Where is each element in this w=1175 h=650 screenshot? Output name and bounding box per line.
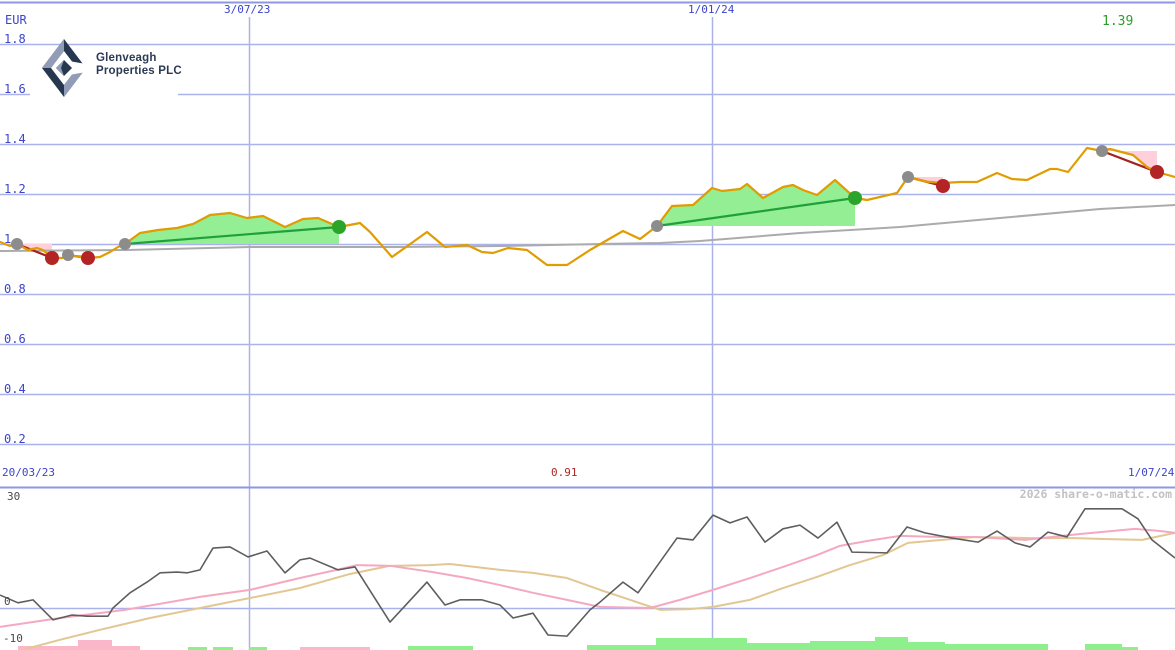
y-tick-1-0: 1: [4, 232, 12, 246]
histogram-bar-pink: [300, 647, 370, 650]
x-tick-date-1: 3/07/23: [224, 3, 271, 16]
histogram-bar-green: [1085, 644, 1122, 650]
y-tick-1-2: 1.2: [4, 182, 26, 196]
trend-start-dot: [1096, 145, 1108, 157]
y-tick-1-4: 1.4: [4, 132, 26, 146]
lower-x-tick-date-1: 20/03/23: [2, 466, 55, 479]
watermark: 2026 share-o-matic.com: [1019, 487, 1172, 501]
trend-end-dot-down: [936, 179, 950, 193]
price-line: [0, 146, 1175, 267]
y-tick-0-4: 0.4: [4, 382, 26, 396]
trend-end-dot-down: [81, 251, 95, 265]
trend-end-dot-down: [45, 251, 59, 265]
trend-end-dot-down: [1150, 165, 1164, 179]
histogram-bar-green: [213, 647, 233, 650]
y-tick-0-8: 0.8: [4, 282, 26, 296]
histogram-bar-green: [408, 646, 473, 650]
y-tick-1-6: 1.6: [4, 82, 26, 96]
histogram-bar-pink: [78, 640, 112, 650]
lower-y-tick-30: 30: [7, 490, 21, 503]
company-name-line2: Properties PLC: [96, 65, 182, 77]
histogram-bar-pink: [18, 646, 78, 650]
oscillator-line-group: [0, 508, 1175, 637]
last-price-label: 1.39: [1102, 14, 1134, 29]
signal-fast-line: [0, 527, 1175, 628]
histogram-bar-green: [188, 647, 207, 650]
y-tick-1-8: 1.8: [4, 32, 26, 46]
y-tick-0-6: 0.6: [4, 332, 26, 346]
trend-start-dot: [651, 220, 663, 232]
y-tick-0-2: 0.2: [4, 432, 26, 446]
trend-start-dot: [62, 249, 74, 261]
lower-y-tick-0: 0: [4, 595, 11, 608]
price-series: [0, 146, 1175, 267]
histogram-bar-green: [249, 647, 267, 650]
signal-fast-line-group: [0, 527, 1175, 628]
company-name: Glenveagh Properties PLC: [96, 52, 182, 78]
trend-start-dot: [119, 238, 131, 250]
trend-fill-areas: [17, 149, 1157, 258]
currency-label: EUR: [5, 13, 27, 27]
histogram-bar-green: [656, 638, 747, 650]
uptrend-fill: [125, 213, 339, 244]
uptrend-line: [656, 196, 856, 228]
histogram-bar-green: [587, 645, 656, 650]
lower-x-tick-date-2: 1/07/24: [1128, 466, 1175, 479]
trend-start-dot: [11, 238, 23, 250]
trend-end-dot-up: [848, 191, 862, 205]
trend-start-dot: [902, 171, 914, 183]
trend-markers: [11, 145, 1164, 265]
trend-end-dot-up: [332, 220, 346, 234]
histogram-bar-green: [908, 642, 945, 650]
histogram-bar-green: [1122, 647, 1138, 650]
oscillator-line: [0, 508, 1175, 637]
downtrend-fill: [1102, 149, 1157, 172]
lower-y-tick-neg10: -10: [3, 632, 23, 645]
histogram-bar-pink: [112, 646, 140, 650]
histogram-bar-green: [747, 643, 810, 650]
signal-slow-line: [24, 531, 1175, 650]
volume-histogram: [18, 637, 1138, 650]
histogram-bar-green: [810, 641, 875, 650]
histogram-bar-green: [945, 644, 1048, 650]
moving-average-line: [0, 204, 1175, 252]
glenveagh-logo-icon: [42, 39, 86, 97]
moving-average: [0, 204, 1175, 252]
x-tick-date-2: 1/01/24: [688, 3, 735, 16]
min-price-annotation: 0.91: [551, 466, 578, 479]
histogram-bar-green: [875, 637, 908, 650]
company-name-line1: Glenveagh: [96, 52, 157, 64]
uptrend-line: [124, 225, 340, 246]
signal-slow-line-group: [24, 531, 1175, 650]
